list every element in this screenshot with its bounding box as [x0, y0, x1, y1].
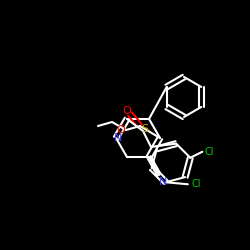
Text: S: S — [142, 124, 148, 134]
Text: N: N — [159, 177, 167, 187]
Text: N: N — [114, 133, 122, 143]
Text: O: O — [122, 106, 132, 116]
Text: O: O — [116, 125, 126, 135]
Text: Cl: Cl — [204, 147, 214, 157]
Text: Cl: Cl — [191, 179, 200, 189]
